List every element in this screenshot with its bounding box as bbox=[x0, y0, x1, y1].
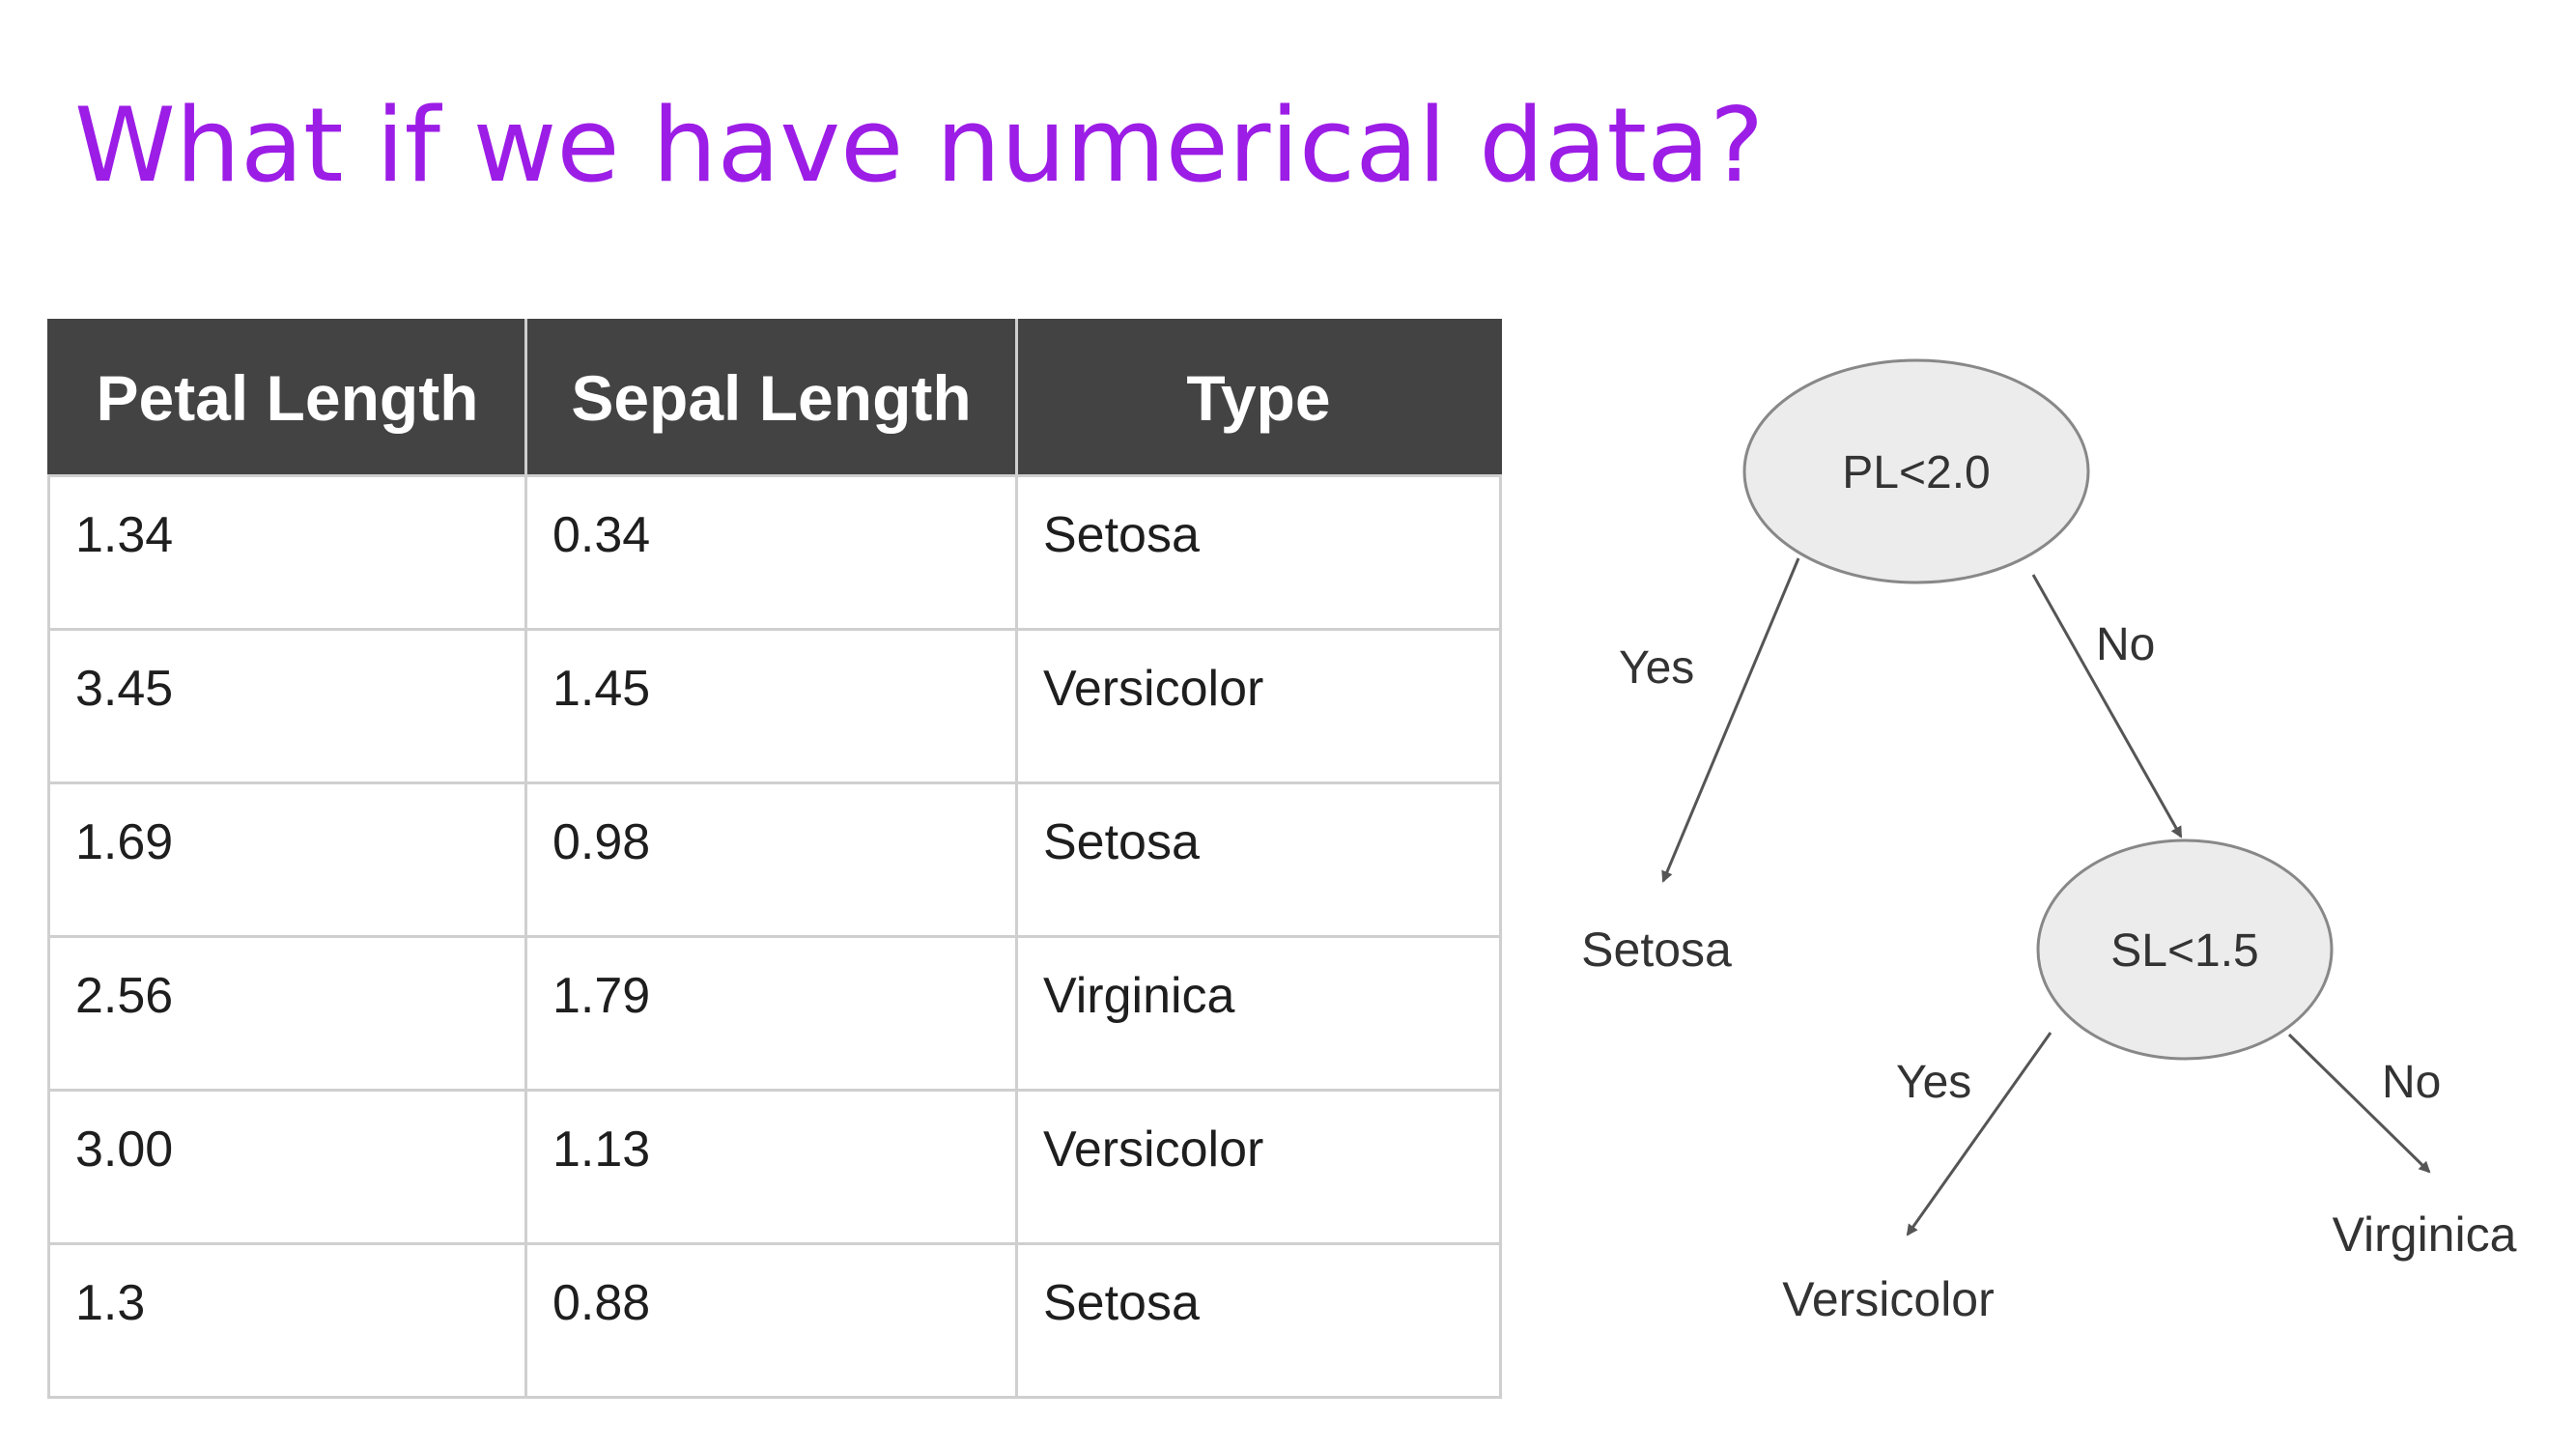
table-row: 2.56 1.79 Virginica bbox=[47, 935, 1502, 1092]
child-node-label: SL<1.5 bbox=[2110, 925, 2258, 977]
cell-sepal-length: 1.45 bbox=[524, 628, 1018, 784]
slide-title: What if we have numerical data? bbox=[74, 86, 1765, 205]
root-no-edge bbox=[2031, 574, 2183, 838]
cell-petal-length: 3.45 bbox=[47, 628, 527, 784]
cell-petal-length: 1.69 bbox=[47, 781, 527, 938]
table-header-row: Petal Length Sepal Length Type bbox=[47, 319, 1502, 477]
cell-sepal-length: 1.79 bbox=[524, 935, 1018, 1092]
iris-data-table: Petal Length Sepal Length Type 1.34 0.34… bbox=[47, 319, 1502, 1399]
cell-sepal-length: 0.34 bbox=[524, 474, 1018, 631]
cell-type: Virginica bbox=[1015, 935, 1502, 1092]
child-yes-label: Yes bbox=[1896, 1057, 1971, 1108]
child-yes-edge bbox=[1906, 1032, 2052, 1236]
leaf-setosa: Setosa bbox=[1581, 923, 1732, 977]
cell-type: Setosa bbox=[1015, 1242, 1502, 1399]
root-node-label: PL<2.0 bbox=[1842, 447, 1990, 498]
cell-petal-length: 3.00 bbox=[47, 1089, 527, 1245]
cell-petal-length: 2.56 bbox=[47, 935, 527, 1092]
header-type: Type bbox=[1015, 319, 1502, 477]
header-sepal-length: Sepal Length bbox=[524, 319, 1018, 477]
cell-type: Setosa bbox=[1015, 474, 1502, 631]
root-no-label: No bbox=[2096, 619, 2155, 670]
root-yes-edge bbox=[1661, 557, 1800, 883]
root-node bbox=[1742, 358, 2090, 584]
table-row: 1.34 0.34 Setosa bbox=[47, 474, 1502, 631]
cell-petal-length: 1.34 bbox=[47, 474, 527, 631]
cell-type: Versicolor bbox=[1015, 628, 1502, 784]
table-row: 1.3 0.88 Setosa bbox=[47, 1242, 1502, 1399]
cell-petal-length: 1.3 bbox=[47, 1242, 527, 1399]
cell-type: Versicolor bbox=[1015, 1089, 1502, 1245]
table-row: 1.69 0.98 Setosa bbox=[47, 781, 1502, 938]
table-row: 3.00 1.13 Versicolor bbox=[47, 1089, 1502, 1245]
child-no-label: No bbox=[2382, 1057, 2441, 1108]
table-row: 3.45 1.45 Versicolor bbox=[47, 628, 1502, 784]
header-petal-length: Petal Length bbox=[47, 319, 527, 477]
child-node bbox=[2036, 838, 2334, 1061]
cell-type: Setosa bbox=[1015, 781, 1502, 938]
root-yes-label: Yes bbox=[1619, 642, 1694, 694]
cell-sepal-length: 0.98 bbox=[524, 781, 1018, 938]
leaf-versicolor: Versicolor bbox=[1782, 1272, 1995, 1326]
leaf-virginica: Virginica bbox=[2333, 1208, 2517, 1262]
child-no-edge bbox=[2287, 1033, 2431, 1174]
cell-sepal-length: 0.88 bbox=[524, 1242, 1018, 1399]
cell-sepal-length: 1.13 bbox=[524, 1089, 1018, 1245]
